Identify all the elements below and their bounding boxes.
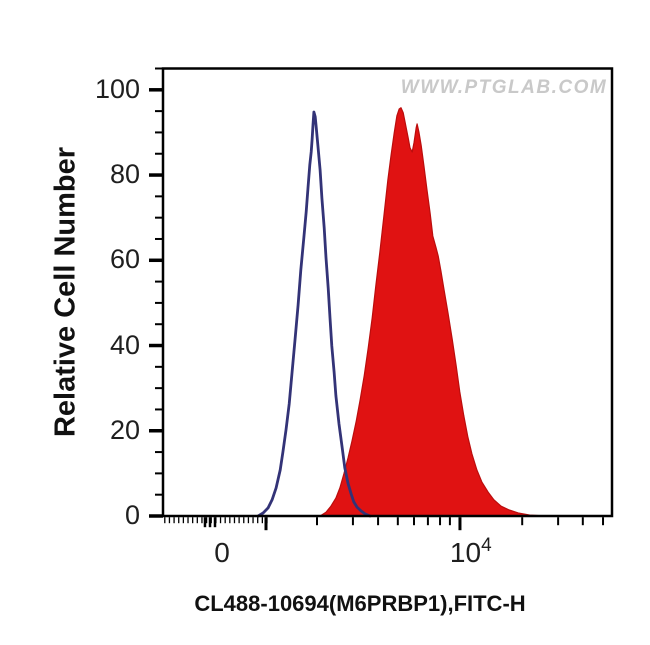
y-tick-label: 60 xyxy=(109,244,140,275)
x-tick-label-zero: 0 xyxy=(214,537,230,568)
watermark-text: WWW.PTGLAB.COM xyxy=(400,77,608,98)
x-tick-pow-base: 10 xyxy=(449,537,482,568)
y-tick-label: 20 xyxy=(109,414,140,445)
y-tick-label: 80 xyxy=(109,158,140,189)
y-tick-label: 100 xyxy=(94,73,140,104)
x-axis-title: CL488-10694(M6PRBP1),FITC-H xyxy=(194,591,526,616)
y-tick-label: 0 xyxy=(124,499,140,530)
x-tick-pow-exponent: 4 xyxy=(481,535,492,556)
x-tick-label-10-4: 104 xyxy=(449,536,492,568)
y-axis-title: Relative Cell Number xyxy=(49,146,82,438)
y-tick-label: 40 xyxy=(109,329,140,360)
